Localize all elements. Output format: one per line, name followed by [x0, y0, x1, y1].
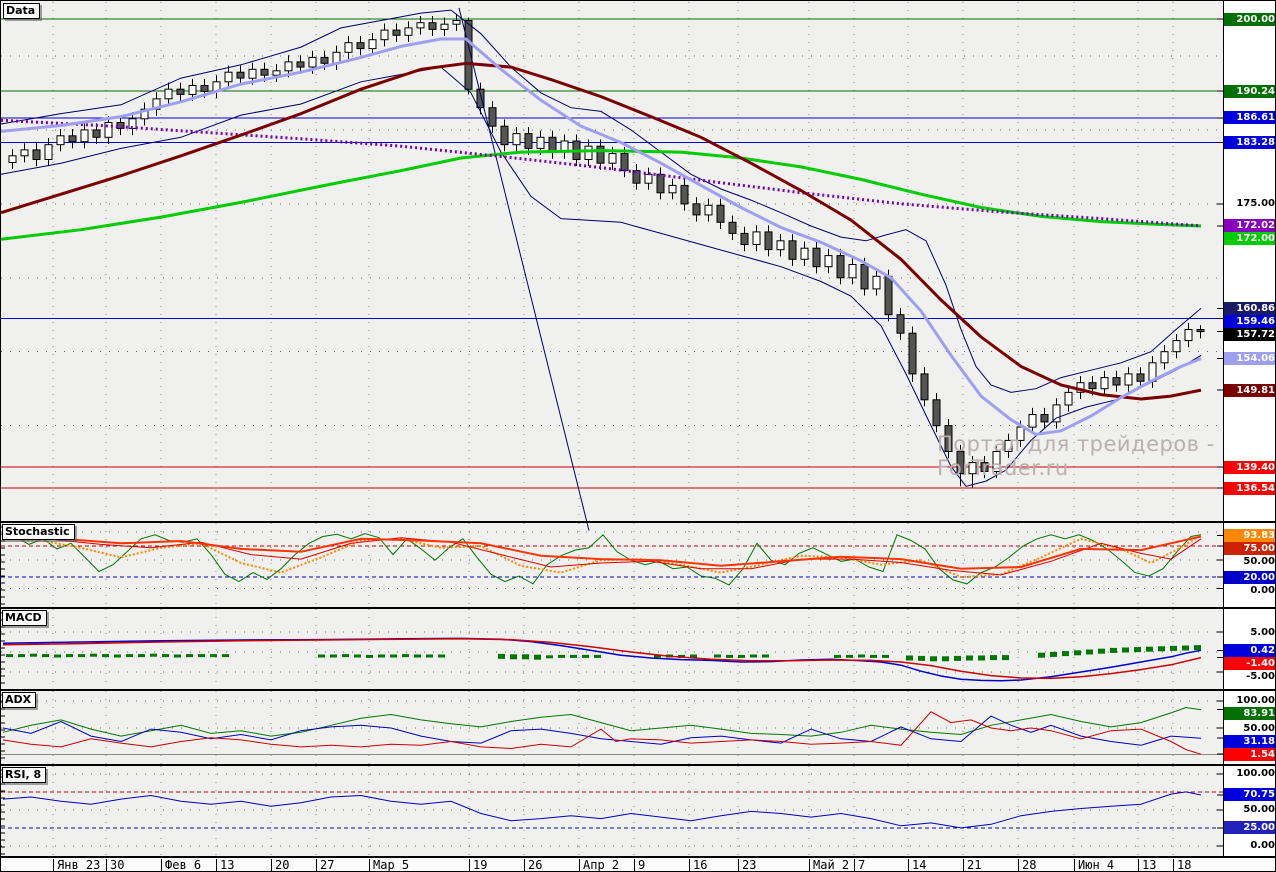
date-label: 28	[1018, 859, 1036, 871]
date-label: Апр 2	[579, 859, 619, 871]
panel-separator	[1, 607, 1275, 609]
date-label: 13	[1138, 859, 1156, 871]
price-label: 20.00	[1224, 571, 1275, 584]
price-label: 175.00	[1236, 198, 1275, 209]
price-label: 50.00	[1243, 804, 1275, 815]
date-label: 13	[216, 859, 234, 871]
date-label: 30	[106, 859, 124, 871]
price-label: 172.02	[1224, 219, 1275, 232]
date-label: 27	[316, 859, 334, 871]
price-label: -1.40	[1224, 657, 1275, 670]
price-label: 93.83	[1224, 529, 1275, 542]
panel-title-macd[interactable]: MACD	[2, 610, 47, 626]
price-label: 100.00	[1236, 695, 1275, 706]
price-label: 159.46	[1224, 315, 1275, 328]
price-label: 83.91	[1224, 707, 1275, 720]
price-label: 160.86	[1224, 302, 1275, 315]
date-label: 20	[271, 859, 289, 871]
date-label: 7	[854, 859, 865, 871]
price-label: 190.24	[1224, 85, 1275, 98]
price-label: 149.81	[1224, 384, 1275, 397]
date-label: Фев 6	[161, 859, 201, 871]
price-label: 5.00	[1250, 627, 1275, 638]
panel-title-adx[interactable]: ADX	[2, 692, 37, 708]
panel-separator	[1, 521, 1275, 523]
price-label: 200.00	[1224, 13, 1275, 26]
axis-divider	[1223, 1, 1224, 856]
date-label: 26	[524, 859, 542, 871]
price-label: 172.00	[1224, 232, 1275, 245]
price-label: 70.75	[1224, 788, 1275, 801]
price-label: 0.00	[1250, 840, 1275, 851]
price-label: 0.42	[1224, 644, 1275, 657]
date-label: 14	[908, 859, 926, 871]
date-label: Мар 5	[369, 859, 409, 871]
date-label: 21	[963, 859, 981, 871]
panel-title-data[interactable]: Data	[3, 3, 41, 19]
date-label: 19	[469, 859, 487, 871]
watermark: Портал для трейдеров - ForTrader.ru	[937, 432, 1215, 480]
panel-title-rsi[interactable]: RSI, 8	[2, 767, 47, 783]
price-label: 31.18	[1224, 735, 1275, 748]
price-label: 25.00	[1224, 821, 1275, 834]
date-label: 18	[1173, 859, 1191, 871]
date-label: 23	[738, 859, 756, 871]
price-label: 157.72	[1224, 328, 1275, 341]
date-label: 9	[634, 859, 645, 871]
price-label: 0.00	[1250, 585, 1275, 596]
price-label: 100.00	[1236, 768, 1275, 779]
price-label: 186.61	[1224, 111, 1275, 124]
price-label: 50.00	[1243, 556, 1275, 567]
date-label: Май 2	[809, 859, 849, 871]
price-label: 139.40	[1224, 461, 1275, 474]
price-label: 50.00	[1243, 723, 1275, 734]
panel-separator	[1, 689, 1275, 691]
price-label: 75.00	[1224, 542, 1275, 555]
price-label: -5.00	[1246, 671, 1275, 682]
price-label: 183.28	[1224, 136, 1275, 149]
panel-separator	[1, 764, 1275, 766]
panel-title-stochastic[interactable]: Stochastic	[2, 524, 75, 540]
x-axis: Янв 23 30 Фев 6 13 20 27 Мар 5 19 26 Апр 2 9 16 23 Ма…	[1, 856, 1275, 871]
date-label: Июн 4	[1074, 859, 1114, 871]
price-label: 136.54	[1224, 482, 1275, 495]
date-label: 16	[689, 859, 707, 871]
price-label: 1.54	[1224, 748, 1275, 761]
price-label: 154.06	[1224, 352, 1275, 365]
date-label: Янв 23	[53, 859, 100, 871]
